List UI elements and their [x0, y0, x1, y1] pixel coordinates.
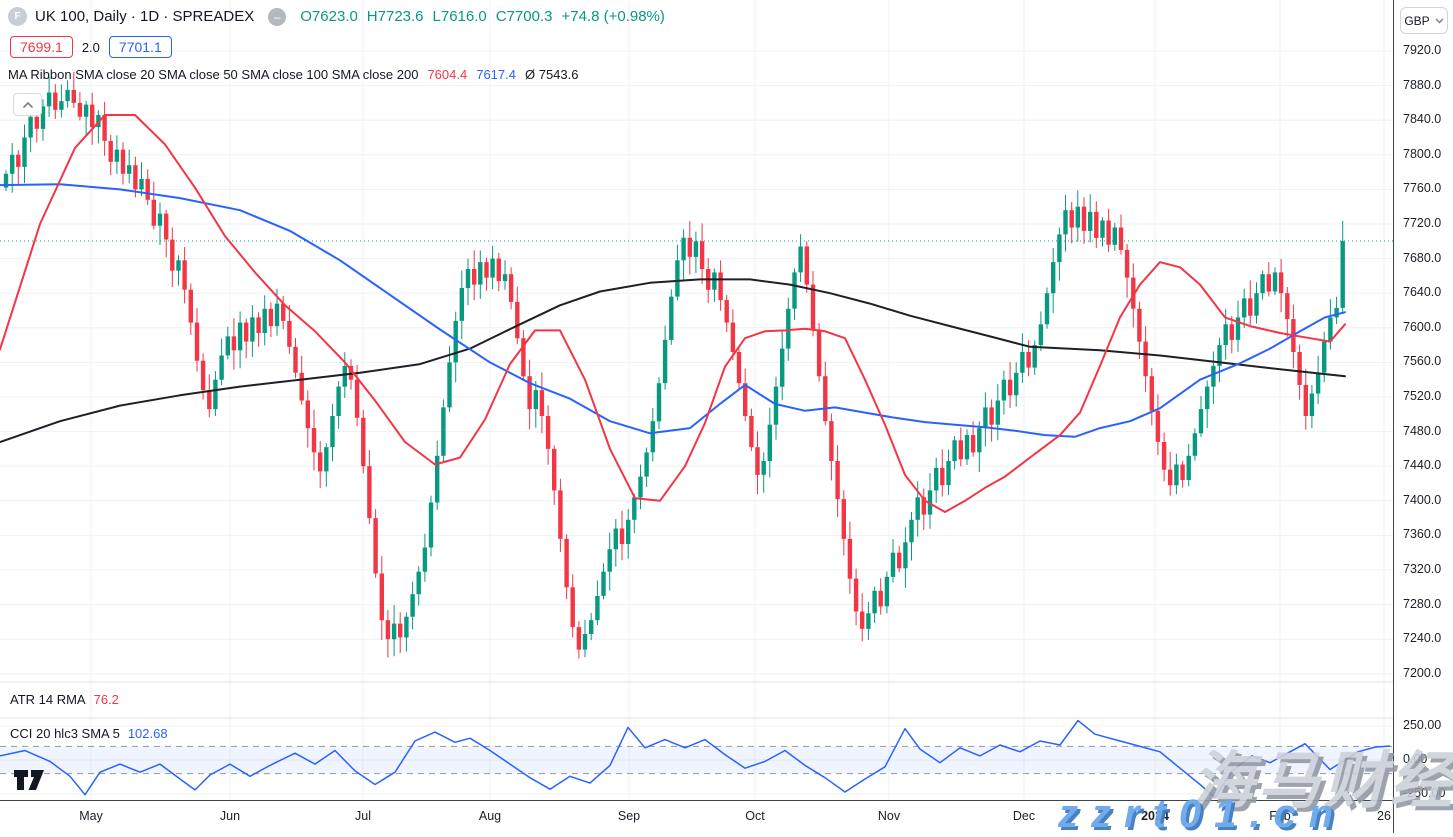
price-axis[interactable]: GBP 7920.0 7880.0 7840.0 7800.0 7760.0 7720.0… [1393, 0, 1453, 833]
ohlc-values: O7623.0 H7723.6 L7616.0 C7700.3 +74.8 (+… [300, 8, 665, 25]
buy-price-button[interactable]: 7701.1 [108, 36, 172, 58]
price-tick-label: 7520.0 [1403, 389, 1442, 403]
price-tick-label: 7760.0 [1403, 181, 1442, 196]
cci-tick-label: -250.00 [1403, 786, 1446, 800]
price-tick-label: 7360.0 [1403, 527, 1442, 542]
sma20-value: 7604.4 [427, 67, 468, 82]
time-tick-label: May [79, 809, 103, 823]
atr-label: ATR 14 RMA [10, 692, 86, 707]
candles[interactable] [3, 72, 1345, 659]
price-tick-label: 7720.0 [1403, 216, 1442, 230]
ma-ribbon-legend[interactable]: MA Ribbon SMA close 20 SMA close 50 SMA … [8, 67, 578, 82]
cci-band [0, 746, 1393, 774]
currency-label: GBP [1404, 13, 1430, 28]
sma200-line[interactable] [0, 278, 1346, 443]
price-tick-label: 7400.0 [1403, 492, 1442, 507]
main-chart-canvas[interactable] [0, 0, 1393, 833]
time-tick-label: Sep [617, 809, 641, 823]
symbol-logo-icon: F [8, 7, 27, 26]
time-tick-label: Jun [219, 809, 241, 823]
price-tick-label: 7880.0 [1403, 77, 1442, 92]
close-value: C7700.3 [495, 8, 553, 25]
price-tick-label: 7200.0 [1403, 665, 1442, 680]
quote-row: 7699.1 2.0 7701.1 [10, 36, 172, 58]
time-tick-label: Dec [1012, 809, 1036, 823]
cci-legend[interactable]: CCI 20 hlc3 SMA 5 102.68 [10, 726, 168, 741]
sma50-line[interactable] [0, 183, 1346, 438]
time-tick-label: Aug [478, 809, 502, 823]
currency-dropdown[interactable]: GBP [1400, 7, 1448, 34]
sell-price-button[interactable]: 7699.1 [10, 36, 73, 58]
price-tick-label: 7280.0 [1403, 596, 1442, 611]
time-tick-label: Nov [877, 809, 901, 823]
symbol-legend[interactable]: F UK 100, Daily · 1D · SPREADEX – O7623.… [8, 7, 665, 26]
cci-label: CCI 20 hlc3 SMA 5 [10, 726, 120, 741]
atr-legend[interactable]: ATR 14 RMA 76.2 [10, 692, 119, 707]
time-tick-label: 2024 [1141, 809, 1169, 823]
price-tick-label: 7320.0 [1403, 562, 1442, 576]
low-value: L7616.0 [432, 8, 487, 25]
expand-legend-button[interactable] [13, 93, 42, 116]
price-tick-label: 7480.0 [1403, 423, 1442, 438]
price-tick-label: 7840.0 [1403, 112, 1442, 127]
change-value: +74.8 (+0.98%) [561, 8, 665, 25]
price-tick-label: 7240.0 [1403, 631, 1442, 646]
time-axis[interactable]: May Jun Jul Aug Sep Oct Nov Dec 2024 Feb 26 [0, 800, 1453, 834]
time-tick-label: Jul [355, 809, 371, 823]
cci-line[interactable] [0, 719, 1391, 799]
high-value: H7723.6 [366, 8, 424, 25]
cci-tick-label: 0.00 [1403, 752, 1428, 766]
price-tick-label: 7640.0 [1403, 285, 1442, 300]
time-tick-label: Oct [745, 809, 765, 823]
ma-ribbon-label: MA Ribbon SMA close 20 SMA close 50 SMA … [8, 67, 419, 82]
time-tick-label: Feb [1269, 809, 1291, 823]
spread-value: 2.0 [81, 39, 100, 55]
atr-value: 76.2 [93, 692, 119, 707]
price-tick-label: 7600.0 [1403, 319, 1442, 334]
time-tick-label: 26 [1377, 809, 1391, 823]
sma20-line[interactable] [0, 114, 1346, 513]
symbol-title[interactable]: UK 100, Daily · 1D · SPREADEX [35, 8, 255, 25]
price-tick-label: 7800.0 [1403, 146, 1442, 161]
tradingview-logo[interactable] [13, 769, 45, 796]
chevron-down-icon [1435, 18, 1444, 23]
cci-tick-label: 250.00 [1403, 718, 1442, 732]
price-tick-label: 7680.0 [1403, 250, 1442, 265]
price-tick-label: 7440.0 [1403, 458, 1442, 473]
price-tick-label: 7560.0 [1403, 354, 1442, 369]
open-value: O7623.0 [300, 8, 358, 25]
sma50-value: 7617.4 [476, 67, 516, 82]
collapse-legend-button[interactable]: – [268, 7, 287, 26]
chevron-up-icon [22, 101, 33, 108]
cci-value: 102.68 [127, 726, 168, 741]
sma-avg-value: Ø 7543.6 [524, 67, 579, 82]
price-tick-label: 7920.0 [1403, 43, 1442, 57]
